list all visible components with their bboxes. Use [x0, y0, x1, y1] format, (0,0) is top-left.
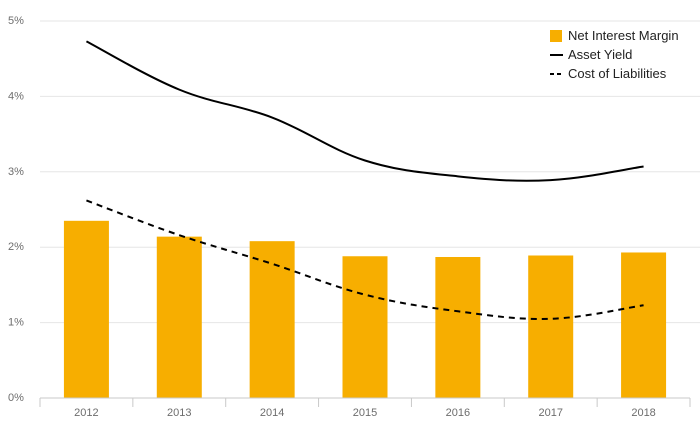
legend-label-cost-of-liabilities: Cost of Liabilities — [568, 66, 667, 81]
y-tick-label: 2% — [8, 241, 24, 253]
bar-net-interest-margin — [621, 252, 667, 398]
y-tick-label: 0% — [8, 392, 24, 404]
gridlines — [40, 20, 700, 324]
bar-series — [63, 220, 667, 398]
bar-net-interest-margin — [63, 220, 109, 398]
x-tick-label: 2016 — [446, 407, 470, 419]
x-tick-label: 2013 — [167, 407, 191, 419]
y-tick-label: 3% — [8, 166, 24, 178]
y-tick-label: 4% — [8, 90, 24, 102]
bar-net-interest-margin — [342, 256, 388, 398]
bar-net-interest-margin — [528, 255, 574, 398]
legend-swatch-net-interest-margin — [550, 30, 562, 42]
bar-net-interest-margin — [435, 257, 481, 398]
bar-net-interest-margin — [249, 241, 295, 398]
legend: Net Interest Margin Asset Yield Cost of Li… — [550, 28, 679, 81]
x-tick-label: 2012 — [74, 407, 98, 419]
line-series — [85, 40, 644, 320]
bar-net-interest-margin — [156, 236, 202, 398]
x-tick-label: 2018 — [631, 407, 655, 419]
x-tick-label: 2017 — [538, 407, 562, 419]
y-tick-label: 1% — [8, 317, 24, 329]
axes: 0% 1% 2% 3% 4% 5% 2012 2013 2014 2015 2016 2017 2018 — [8, 15, 691, 419]
line-asset-yield — [85, 40, 644, 182]
legend-label-asset-yield: Asset Yield — [568, 47, 632, 62]
legend-label-net-interest-margin: Net Interest Margin — [568, 28, 679, 43]
line-cost-of-liabilities — [86, 199, 644, 320]
y-tick-label: 5% — [8, 15, 24, 27]
x-tick-label: 2015 — [353, 407, 377, 419]
x-tick-label: 2014 — [260, 407, 284, 419]
